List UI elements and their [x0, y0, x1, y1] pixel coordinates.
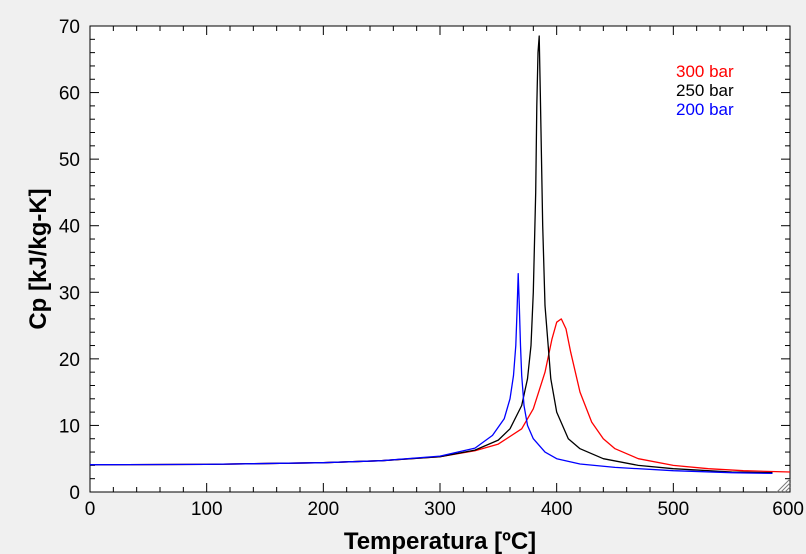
axis-ticks: [89, 25, 791, 493]
y-tick-label: 70: [59, 17, 80, 38]
legend-entry: 300 bar: [676, 62, 734, 81]
legend-entry: 200 bar: [676, 100, 734, 119]
x-axis-title: Temperatura [ºC]: [344, 528, 536, 554]
x-tick-label: 600: [772, 499, 804, 520]
resize-grip-icon: [776, 478, 791, 493]
x-tick-label: 200: [307, 499, 339, 520]
y-tick-label: 30: [59, 283, 80, 304]
series-line-250-bar: [89, 35, 773, 474]
x-tick-label: 100: [191, 499, 223, 520]
y-axis-title: Cp [kJ/kg-K]: [25, 188, 52, 329]
plot-area: [89, 25, 791, 493]
legend-entry: 250 bar: [676, 81, 734, 100]
x-tick-label: 500: [657, 499, 689, 520]
y-tick-label: 20: [59, 350, 80, 371]
x-tick-label: 300: [424, 499, 456, 520]
y-tick-label: 10: [59, 416, 80, 437]
x-tick-label: 0: [85, 499, 96, 520]
y-tick-label: 50: [59, 150, 80, 171]
series-line-200-bar: [89, 272, 773, 475]
tick-labels: 0 100 200 300 400 500 600 0 10 20 30 40 50 60 70: [59, 17, 804, 520]
y-tick-label: 0: [69, 483, 80, 504]
x-tick-label: 400: [541, 499, 573, 520]
series-lines: [89, 35, 791, 475]
y-tick-label: 60: [59, 84, 80, 105]
y-tick-label: 40: [59, 217, 80, 238]
